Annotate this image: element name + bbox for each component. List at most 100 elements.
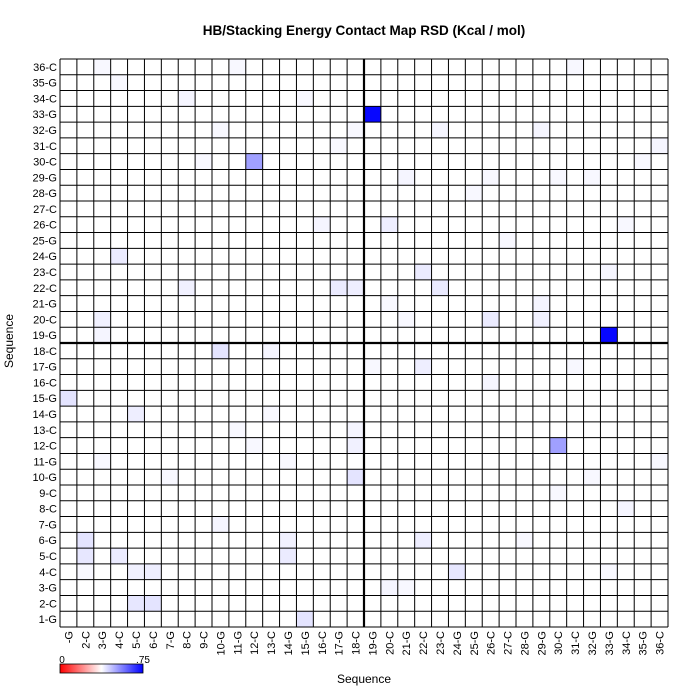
heatmap-cell bbox=[482, 469, 500, 485]
heatmap-cell bbox=[651, 485, 668, 501]
heatmap-cell bbox=[380, 216, 398, 233]
heatmap-cell bbox=[516, 74, 533, 91]
heatmap-cell bbox=[397, 374, 415, 391]
heatmap-cell bbox=[212, 421, 229, 438]
heatmap-cell bbox=[178, 563, 196, 580]
heatmap-cell bbox=[313, 169, 331, 186]
heatmap-cell bbox=[414, 485, 432, 501]
heatmap-cell bbox=[245, 201, 263, 217]
heatmap-cell bbox=[228, 485, 246, 501]
heatmap-cell bbox=[431, 611, 449, 627]
heatmap-cell bbox=[651, 595, 668, 612]
heatmap-cell bbox=[178, 232, 196, 249]
heatmap-cell bbox=[566, 500, 584, 517]
heatmap-cell bbox=[516, 516, 533, 533]
heatmap-cell bbox=[414, 516, 432, 533]
heatmap-cell bbox=[228, 421, 246, 438]
heatmap-cell bbox=[583, 421, 601, 438]
heatmap-cell bbox=[262, 563, 280, 580]
heatmap-cell bbox=[330, 59, 348, 75]
heatmap-cell bbox=[532, 563, 550, 580]
heatmap-cell bbox=[296, 343, 314, 359]
heatmap-cell bbox=[228, 106, 246, 123]
heatmap-cell bbox=[144, 532, 162, 549]
heatmap-cell bbox=[516, 106, 533, 123]
heatmap-cell bbox=[313, 264, 331, 280]
heatmap-cell bbox=[549, 390, 567, 407]
heatmap-cell bbox=[127, 122, 145, 138]
y-tick-label: 15-G bbox=[33, 393, 57, 405]
heatmap-cell bbox=[262, 264, 280, 280]
heatmap-cell bbox=[110, 232, 128, 249]
heatmap-cell bbox=[566, 74, 584, 91]
heatmap-cell bbox=[313, 421, 331, 438]
heatmap-cell bbox=[296, 311, 314, 328]
heatmap-cell bbox=[228, 90, 246, 107]
heatmap-cell bbox=[482, 485, 500, 501]
heatmap-cell bbox=[634, 374, 652, 391]
heatmap-cell bbox=[617, 595, 635, 612]
heatmap-cell bbox=[110, 279, 128, 296]
heatmap-cell bbox=[279, 90, 297, 107]
heatmap-cell bbox=[380, 279, 398, 296]
x-tick-label: 10-G bbox=[215, 631, 227, 655]
heatmap-cell bbox=[178, 264, 196, 280]
heatmap-cell bbox=[465, 185, 483, 201]
heatmap-cell bbox=[499, 358, 516, 375]
heatmap-cell bbox=[228, 216, 246, 233]
heatmap-cell bbox=[178, 90, 196, 107]
heatmap-cell bbox=[583, 264, 601, 280]
heatmap-cell bbox=[262, 216, 280, 233]
heatmap-cell bbox=[195, 563, 212, 580]
heatmap-cell bbox=[617, 153, 635, 170]
heatmap-cell bbox=[465, 169, 483, 186]
heatmap-cell bbox=[127, 532, 145, 549]
heatmap-cell bbox=[347, 153, 364, 170]
heatmap-cell bbox=[600, 437, 618, 454]
heatmap-cell bbox=[144, 579, 162, 596]
heatmap-cell bbox=[313, 295, 331, 312]
heatmap-cell bbox=[330, 295, 348, 312]
heatmap-cell bbox=[516, 390, 533, 407]
heatmap-cell bbox=[431, 248, 449, 265]
heatmap-cell bbox=[566, 485, 584, 501]
heatmap-cell bbox=[60, 595, 77, 612]
heatmap-cell bbox=[414, 153, 432, 170]
chart-title: HB/Stacking Energy Contact Map RSD (Kcal… bbox=[203, 23, 526, 38]
heatmap-cell bbox=[414, 611, 432, 627]
heatmap-cell bbox=[364, 264, 381, 280]
heatmap-cell bbox=[549, 421, 567, 438]
heatmap-cell bbox=[634, 579, 652, 596]
heatmap-cell bbox=[60, 469, 77, 485]
heatmap-cell bbox=[330, 74, 348, 91]
heatmap-cell bbox=[76, 548, 94, 564]
heatmap-cell bbox=[566, 327, 584, 343]
heatmap-cell bbox=[347, 500, 364, 517]
heatmap-cell bbox=[313, 201, 331, 217]
heatmap-cell bbox=[60, 201, 77, 217]
heatmap-cell bbox=[296, 532, 314, 549]
heatmap-cell bbox=[110, 595, 128, 612]
heatmap-cell bbox=[347, 137, 364, 154]
heatmap-cell bbox=[195, 327, 212, 343]
heatmap-cell bbox=[212, 343, 229, 359]
heatmap-cell bbox=[499, 374, 516, 391]
heatmap-cell bbox=[617, 327, 635, 343]
heatmap-cell bbox=[634, 548, 652, 564]
heatmap-cell bbox=[583, 216, 601, 233]
heatmap-cell bbox=[414, 106, 432, 123]
heatmap-cell bbox=[482, 169, 500, 186]
heatmap-cell bbox=[228, 153, 246, 170]
heatmap-cell bbox=[93, 90, 111, 107]
heatmap-cell bbox=[651, 137, 668, 154]
heatmap-cell bbox=[634, 437, 652, 454]
heatmap-cell bbox=[448, 90, 466, 107]
heatmap-cell bbox=[566, 453, 584, 470]
heatmap-cell bbox=[93, 201, 111, 217]
heatmap-cell bbox=[212, 611, 229, 627]
x-tick-label: 28-G bbox=[519, 631, 531, 655]
heatmap-cell bbox=[279, 311, 297, 328]
heatmap-cell bbox=[76, 327, 94, 343]
heatmap-cell bbox=[465, 295, 483, 312]
heatmap-cell bbox=[262, 453, 280, 470]
